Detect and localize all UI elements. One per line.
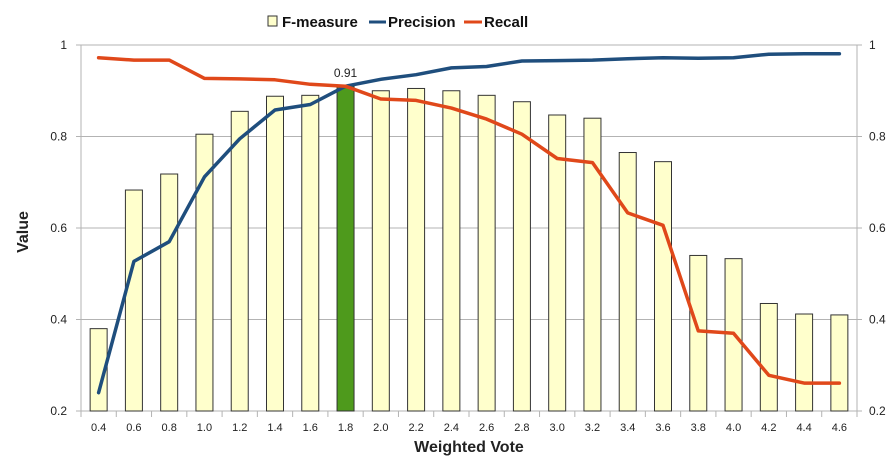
x-tick-label: 4.0 [726, 422, 741, 434]
legend-label-f-measure: F-measure [282, 14, 358, 31]
legend-swatch-f-measure [267, 15, 278, 27]
x-tick-label: 3.8 [691, 422, 706, 434]
y-tick-label-right: 1 [869, 38, 876, 52]
line-precision [96, 51, 842, 395]
legend-label-recall: Recall [484, 14, 528, 31]
x-tick-label: 2.8 [514, 422, 529, 434]
y-tick-label-right: 0.6 [869, 221, 886, 235]
y-tick-label-left: 1 [60, 38, 67, 52]
data-label-peak: 0.91 [334, 66, 358, 80]
bar-f-measure [230, 110, 249, 412]
bar-f-measure [548, 114, 567, 412]
x-tick-label: 2.4 [444, 422, 459, 434]
y-tick-label-right: 0.2 [869, 404, 886, 418]
x-axis-title: Weighted Vote [414, 439, 524, 456]
y-tick-label-left: 0.4 [50, 313, 67, 327]
bar-f-measure [301, 94, 320, 412]
x-tick-label: 3.2 [585, 422, 600, 434]
x-tick-label: 0.4 [91, 422, 106, 434]
x-tick-label: 3.0 [550, 422, 565, 434]
line-recall [96, 56, 842, 385]
bar-f-measure [266, 95, 284, 412]
bar-f-measure [512, 101, 531, 412]
x-tick-label: 4.6 [832, 422, 847, 434]
x-tick-label: 1.2 [232, 422, 247, 434]
bar-f-measure [830, 314, 849, 412]
bar-f-measure [795, 313, 814, 412]
legend-label-precision: Precision [388, 14, 456, 31]
bar-f-measure [89, 328, 108, 412]
bar-f-measure [124, 189, 143, 412]
bar-f-measure [618, 152, 637, 412]
bar-f-measure [195, 133, 214, 412]
x-tick-label: 2.0 [373, 422, 388, 434]
y-tick-label-right: 0.4 [869, 313, 886, 327]
x-tick-label: 4.2 [761, 422, 776, 434]
x-tick-label: 4.4 [796, 422, 811, 434]
annotations: 0.91 [334, 66, 358, 80]
y-axis-title: Value [15, 211, 32, 253]
series-lines [96, 51, 842, 395]
y-axis-left-ticks: 0.2 0.4 0.6 0.8 1 [50, 38, 67, 418]
legend: F-measure Precision Recall [267, 14, 528, 31]
x-axis-ticks: 0.4 0.6 0.8 1.0 1.2 1.4 1.6 1.8 2.0 2.2 2.4 2.6 2.8 3… [91, 422, 847, 434]
bar-f-measure [759, 302, 778, 412]
bar-f-measure [407, 87, 426, 412]
x-tick-label: 1.8 [338, 422, 353, 434]
bar-f-measure [160, 173, 179, 412]
bar-f-measure [442, 90, 461, 412]
y-tick-label-left: 0.6 [50, 221, 67, 235]
f-measure-bars [89, 85, 849, 412]
bar-f-measure [689, 254, 708, 412]
y-tick-label-right: 0.8 [869, 130, 886, 144]
bar-f-measure-highlight [336, 85, 355, 412]
x-tick-label: 1.0 [197, 422, 212, 434]
x-tick-label: 0.8 [162, 422, 177, 434]
y-axis-right-ticks: 0.2 0.4 0.6 0.8 1 [869, 38, 886, 418]
bar-f-measure [583, 117, 602, 412]
x-tick-label: 1.4 [267, 422, 282, 434]
bar-f-measure [371, 90, 390, 412]
y-tick-label-left: 0.8 [50, 130, 67, 144]
bar-f-measure [654, 161, 672, 412]
axes [76, 44, 862, 417]
x-tick-label: 2.6 [479, 422, 494, 434]
x-tick-label: 2.2 [408, 422, 423, 434]
bar-f-measure [477, 94, 496, 412]
x-tick-label: 0.6 [126, 422, 141, 434]
x-tick-label: 3.4 [620, 422, 635, 434]
x-tick-label: 1.6 [303, 422, 318, 434]
x-tick-label: 3.6 [655, 422, 670, 434]
y-tick-label-left: 0.2 [50, 404, 67, 418]
